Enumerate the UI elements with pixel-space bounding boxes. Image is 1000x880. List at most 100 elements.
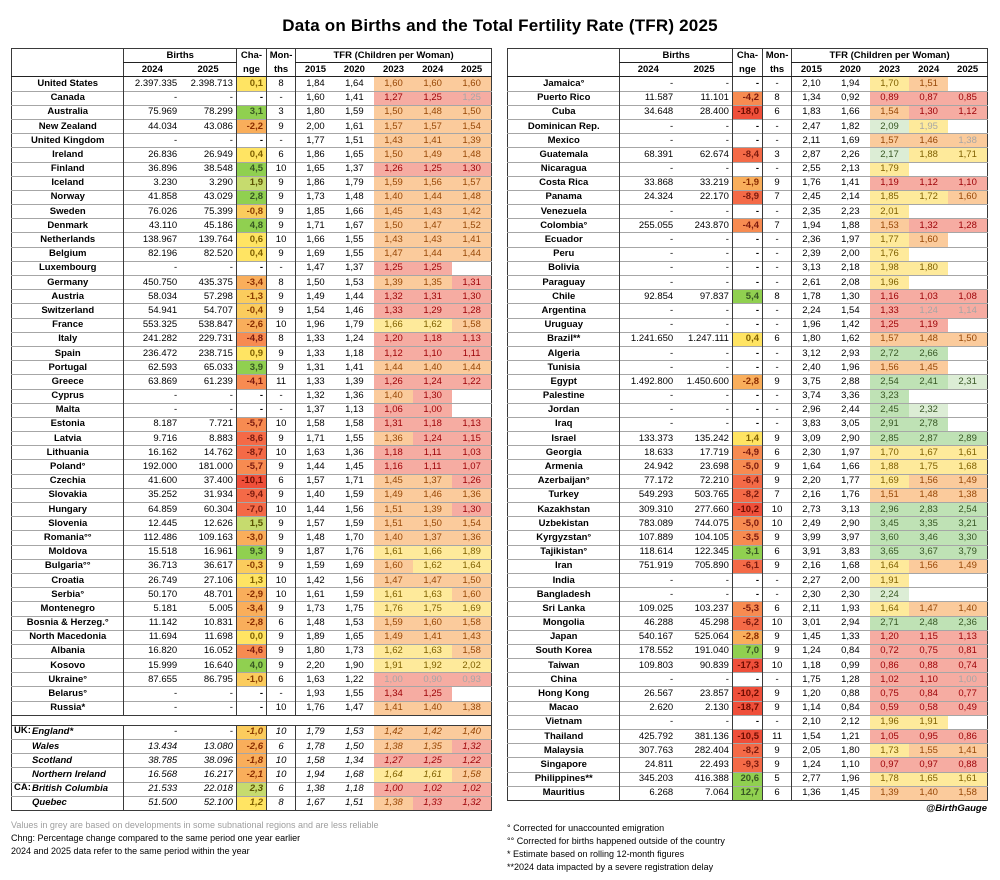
corner-cell xyxy=(507,47,620,63)
tfr-2015: 1,44 xyxy=(295,459,335,475)
country-name: Belarus° xyxy=(11,686,124,702)
tfr-2023: 1,19 xyxy=(869,175,910,191)
table-row: North Macedonia 11.694 11.698 0,0 9 1,89 1,65 1… xyxy=(11,629,492,645)
tfr-2024: 1,12 xyxy=(909,175,949,191)
table-row: United States 2.397.335 2.398.713 0,1 8 1,84 1… xyxy=(11,76,492,92)
tfr-2025: 1,30 xyxy=(452,501,492,517)
change-value: - xyxy=(731,714,763,730)
tfr-2025: 2,36 xyxy=(948,615,988,631)
tfr-2025: 1,40 xyxy=(948,601,988,616)
tfr-2023: 1,59 xyxy=(373,615,414,631)
change-value: 3,1 xyxy=(235,104,267,120)
tfr-2015: 1,84 xyxy=(295,76,335,92)
births-2025: 243.870 xyxy=(676,218,733,233)
tfr-2015: 1,86 xyxy=(295,175,335,191)
months-header: ths xyxy=(266,62,296,78)
tfr-2020: 1,42 xyxy=(830,317,870,333)
tfr-2024: 1,61 xyxy=(413,767,453,783)
change-value: -1,0 xyxy=(235,724,267,740)
tfr-2025: 1,10 xyxy=(948,175,988,191)
tfr-2024: 1,44 xyxy=(413,246,453,262)
tfr-2023: 1,47 xyxy=(373,572,414,588)
country-name: Lithuania xyxy=(11,445,124,460)
left-column: Births Cha- Mon- TFR (Children per Woman… xyxy=(11,47,493,858)
table-row: Nicaragua - - - -2,55 2,13 1,79 xyxy=(507,161,988,177)
tfr-2020: 1,59 xyxy=(334,104,374,120)
tfr-2024: 1,42 xyxy=(413,724,453,740)
country-name: Paraguay xyxy=(507,274,620,290)
table-row: India - - - -2,27 2,00 1,91 xyxy=(507,572,988,588)
tfr-2024: 1,75 xyxy=(909,459,949,475)
country-name: Hong Kong xyxy=(507,686,620,702)
tfr-2024: 1,35 xyxy=(413,274,453,290)
tfr-2024: 1,63 xyxy=(413,587,453,602)
tfr-2015: 2,16 xyxy=(791,487,831,503)
births-2025: 33.219 xyxy=(676,175,733,191)
change-value: - xyxy=(235,402,267,418)
change-value: - xyxy=(235,260,267,276)
tfr-2023: 1,96 xyxy=(869,274,910,290)
right-table-body: Jamaica° - - - -2,10 1,94 1,70 1,51 Puerto Rico 1… xyxy=(507,76,988,801)
table-row: Japan 540.167 525.064 -2,8 9 1,45 1,33 1,20 1,15… xyxy=(507,629,988,645)
tfr-2023: 1,91 xyxy=(373,658,414,673)
tfr-2020: 1,53 xyxy=(334,724,374,740)
births-2024: 112.486 xyxy=(123,530,181,546)
births-2025: - xyxy=(180,388,237,404)
change-value: -3,4 xyxy=(235,274,267,290)
change-value: - xyxy=(731,345,763,361)
change-header: Cha- xyxy=(731,47,763,63)
births-2024: 751.919 xyxy=(619,558,677,574)
tfr-2023: 1,50 xyxy=(373,104,414,120)
births-2025: 54.707 xyxy=(180,303,237,319)
births-2025: 45.186 xyxy=(180,218,237,233)
months-value: - xyxy=(762,161,792,177)
country-name: Philippines** xyxy=(507,771,620,787)
births-2025: 31.934 xyxy=(180,487,237,503)
change-value: 0,1 xyxy=(235,76,267,92)
tfr-2015: 1,76 xyxy=(295,700,335,716)
tfr-2025: 1,49 xyxy=(948,473,988,489)
table-row: Italy 241.282 229.731 -4,8 8 1,33 1,24 1,20 1,18… xyxy=(11,331,492,347)
country-name: Portugal xyxy=(11,360,124,375)
tfr-2024: 2,41 xyxy=(909,374,949,389)
country-name: Germany xyxy=(11,274,124,290)
change-value: - xyxy=(731,118,763,134)
tfr-2025: 2,02 xyxy=(452,658,492,673)
births-2025: 705.890 xyxy=(676,558,733,574)
months-value: 9 xyxy=(266,289,296,304)
change-value: -2,1 xyxy=(235,767,267,783)
births-2024: 11.142 xyxy=(123,615,181,631)
births-2024: 44.034 xyxy=(123,118,181,134)
country-name: United States xyxy=(11,76,124,92)
births-2025: 181.000 xyxy=(180,459,237,475)
months-value: - xyxy=(762,714,792,730)
months-value: - xyxy=(762,360,792,375)
table-row: Moldova 15.518 16.961 9,3 9 1,87 1,76 1,61 1,66 1… xyxy=(11,544,492,560)
tfr-2023: 0,72 xyxy=(869,643,910,659)
change-value: - xyxy=(731,360,763,375)
tfr-2024: 1,60 xyxy=(413,615,453,631)
months-value: - xyxy=(762,587,792,602)
change-value: -1,3 xyxy=(235,289,267,304)
country-name: Jordan xyxy=(507,402,620,418)
tfr-2023: 3,65 xyxy=(869,544,910,560)
births-2024: - xyxy=(619,161,677,177)
tfr-2015: 1,96 xyxy=(791,317,831,333)
country-name: Russia* xyxy=(11,700,124,716)
tfr-2023: 1,88 xyxy=(869,459,910,475)
tfr-2025: 0,88 xyxy=(948,757,988,773)
tfr-2015: 1,33 xyxy=(295,331,335,347)
births-2024: 5.181 xyxy=(123,601,181,616)
tfr-2023: 1,00 xyxy=(373,781,414,797)
tfr-2015: 3,99 xyxy=(791,530,831,546)
tfr-2025: 1,07 xyxy=(452,459,492,475)
tfr-2024: 1,91 xyxy=(909,714,949,730)
tfr-2023: 1,00 xyxy=(373,672,414,687)
births-2024: - xyxy=(619,416,677,432)
births-2024: - xyxy=(619,572,677,588)
births-2025: 48.701 xyxy=(180,587,237,602)
tfr-2025 xyxy=(948,76,988,92)
tfr-2015: 3,13 xyxy=(791,260,831,276)
table-row: Ireland 26.836 26.949 0,4 6 1,86 1,65 1,50 1,49 1… xyxy=(11,147,492,162)
births-2024: 33.868 xyxy=(619,175,677,191)
